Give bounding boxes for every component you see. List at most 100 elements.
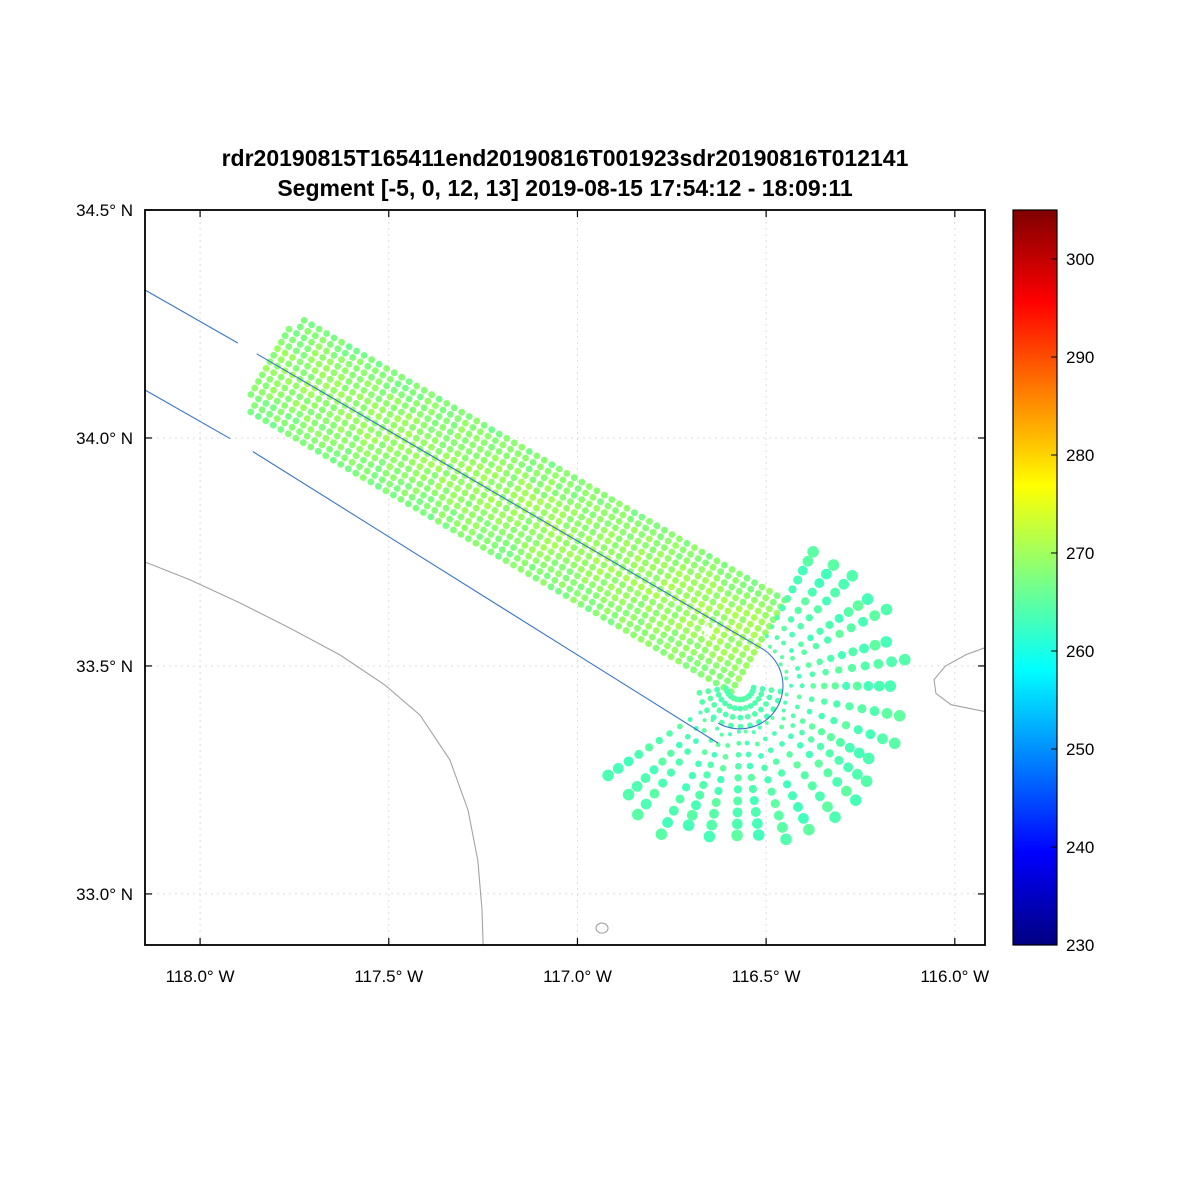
data-dot — [743, 644, 750, 652]
data-dot — [715, 726, 720, 731]
data-dot — [826, 732, 836, 742]
data-dot — [881, 708, 893, 719]
data-dot — [683, 539, 691, 547]
data-dot — [341, 419, 349, 427]
data-dot — [247, 408, 255, 416]
data-dot — [746, 762, 754, 770]
data-dot — [499, 528, 506, 536]
data-dot — [435, 395, 443, 403]
data-dot — [375, 430, 383, 438]
data-dot — [383, 365, 390, 372]
data-dot — [705, 587, 713, 595]
data-dot — [318, 441, 326, 449]
data-dot — [736, 740, 742, 746]
data-dot — [660, 649, 667, 656]
data-dot — [446, 515, 454, 523]
data-dot — [382, 434, 390, 442]
data-dot — [443, 400, 451, 407]
data-dot — [743, 729, 748, 734]
data-dot — [330, 404, 338, 412]
data-dot — [540, 544, 548, 551]
data-dot — [477, 428, 484, 436]
data-dot — [631, 509, 638, 517]
data-dot — [784, 692, 789, 697]
data-dot — [640, 773, 651, 784]
data-dot — [296, 323, 304, 331]
data-dot — [319, 354, 327, 361]
data-dot — [334, 415, 341, 422]
data-dot — [705, 640, 713, 648]
data-dot — [824, 636, 832, 644]
data-dot — [292, 365, 300, 372]
data-dot — [484, 502, 491, 510]
data-dot — [435, 465, 443, 473]
data-dot — [869, 706, 880, 717]
data-dot — [683, 574, 691, 582]
data-dot — [677, 723, 683, 730]
data-dot — [750, 807, 761, 817]
data-dot — [559, 511, 567, 519]
data-dot — [835, 629, 844, 639]
data-dot — [420, 491, 427, 499]
data-dot — [495, 430, 503, 438]
data-dot — [359, 474, 367, 481]
data-dot — [653, 522, 661, 530]
data-dot — [713, 609, 720, 617]
data-dot — [428, 426, 435, 433]
data-dot — [585, 605, 592, 613]
data-dot — [506, 550, 514, 558]
data-dot — [258, 389, 266, 396]
colorbar-tick-label: 270 — [1066, 544, 1094, 563]
data-dot — [807, 736, 815, 743]
data-dot — [543, 572, 551, 580]
data-dot — [273, 380, 281, 388]
data-dot — [405, 500, 412, 508]
data-dot — [717, 568, 724, 576]
data-dot — [349, 354, 357, 361]
data-dot — [728, 653, 735, 661]
data-dot — [764, 776, 772, 784]
data-dot — [789, 631, 795, 638]
data-dot — [641, 611, 649, 619]
data-dot — [420, 474, 427, 481]
data-dot — [458, 426, 465, 433]
data-dot — [262, 382, 270, 390]
data-dot — [675, 657, 682, 665]
data-dot — [409, 424, 416, 431]
data-dot — [735, 675, 743, 682]
data-dot — [642, 542, 649, 549]
data-dot — [649, 563, 657, 571]
data-dot — [592, 592, 600, 599]
data-dot — [269, 421, 277, 429]
data-dot — [292, 399, 300, 407]
data-dot — [300, 386, 307, 394]
data-dot — [574, 572, 581, 580]
data-dot — [880, 636, 892, 648]
data-dot — [623, 756, 634, 767]
data-dot — [458, 461, 465, 468]
data-dot — [315, 325, 323, 333]
data-dot — [589, 494, 597, 501]
data-dot — [345, 360, 353, 368]
data-dot — [427, 478, 435, 486]
data-dot — [732, 594, 739, 602]
data-dot — [768, 644, 772, 649]
data-dot — [446, 428, 454, 436]
data-dot — [779, 741, 785, 747]
data-dot — [529, 546, 536, 554]
data-dot — [602, 769, 614, 782]
data-dot — [510, 561, 517, 569]
data-dot — [664, 555, 672, 562]
data-dot — [432, 402, 439, 409]
data-dot — [728, 618, 735, 626]
data-dot — [555, 552, 563, 560]
data-dot — [405, 430, 413, 438]
data-dot — [544, 537, 551, 545]
data-dot — [657, 568, 664, 575]
data-dot — [585, 570, 593, 578]
data-dot — [289, 354, 296, 361]
data-dot — [608, 566, 615, 573]
data-dot — [762, 736, 768, 742]
data-dot — [801, 649, 808, 656]
data-dot — [682, 819, 695, 832]
